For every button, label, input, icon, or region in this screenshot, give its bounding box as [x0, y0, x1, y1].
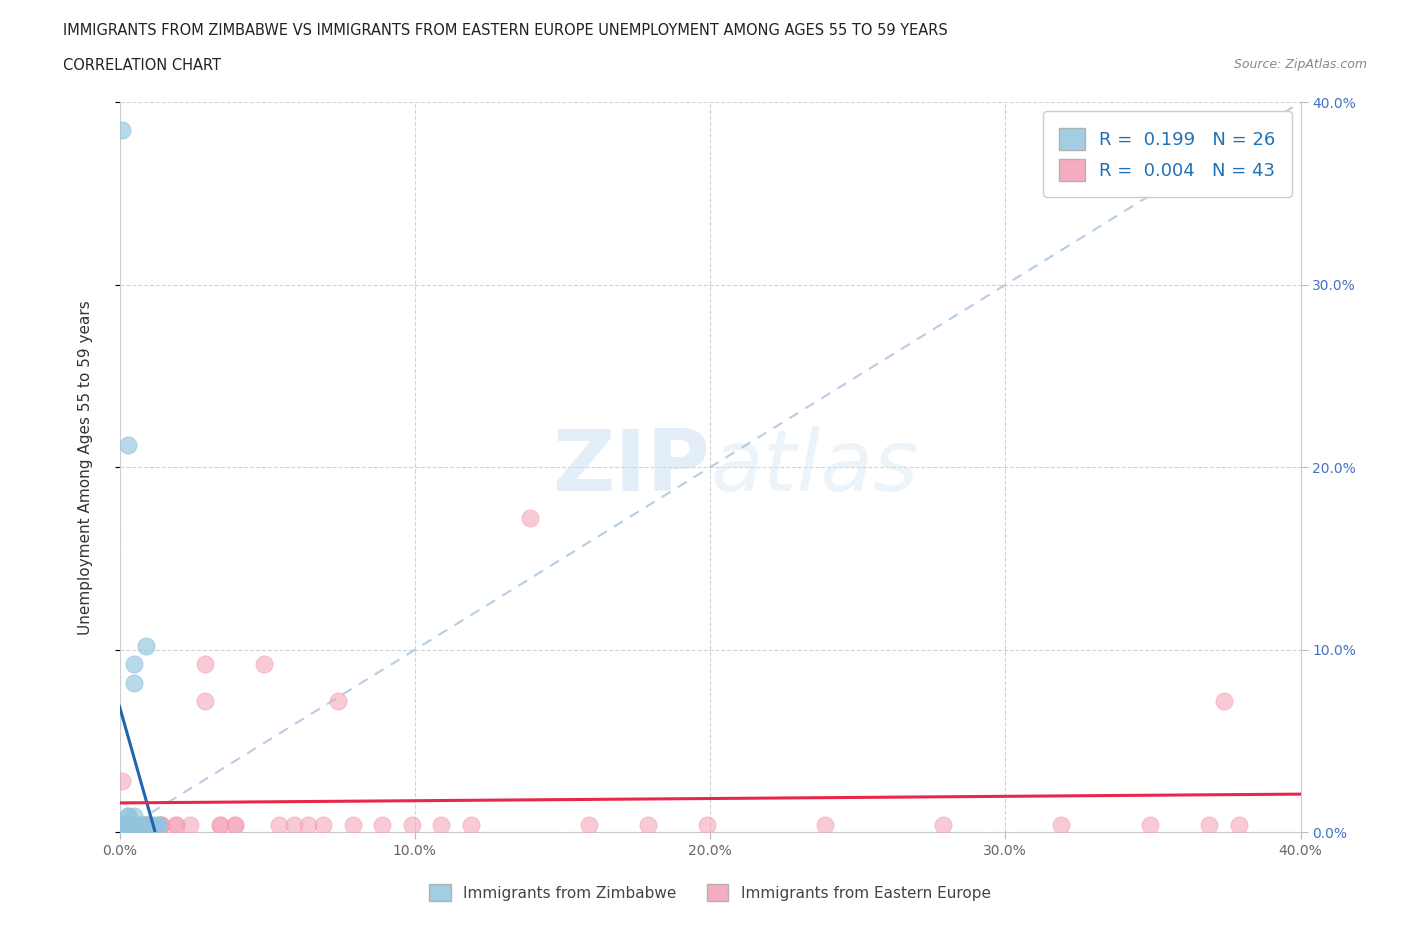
Point [814, 817, 837, 832]
Point [135, 817, 157, 832]
Point [135, 817, 157, 832]
Text: IMMIGRANTS FROM ZIMBABWE VS IMMIGRANTS FROM EASTERN EUROPE UNEMPLOYMENT AMONG AG: IMMIGRANTS FROM ZIMBABWE VS IMMIGRANTS F… [63, 23, 948, 38]
Point [149, 817, 172, 832]
Point [146, 817, 169, 832]
Point [1212, 694, 1234, 709]
Point [141, 817, 163, 832]
Point [135, 817, 157, 832]
Point [111, 774, 134, 789]
Point [129, 817, 152, 832]
Point [401, 817, 423, 832]
Legend: Immigrants from Zimbabwe, Immigrants from Eastern Europe: Immigrants from Zimbabwe, Immigrants fro… [422, 877, 998, 909]
Point [1139, 817, 1161, 832]
Point [224, 817, 246, 832]
Point [430, 817, 453, 832]
Point [1050, 817, 1073, 832]
Point [578, 817, 600, 832]
Point [932, 817, 955, 832]
Point [117, 438, 139, 453]
Point [111, 817, 134, 832]
Text: Source: ZipAtlas.com: Source: ZipAtlas.com [1233, 58, 1367, 71]
Point [460, 817, 482, 832]
Point [117, 817, 139, 832]
Point [371, 817, 394, 832]
Point [135, 817, 157, 832]
Point [149, 817, 172, 832]
Point [253, 657, 276, 671]
Point [146, 817, 169, 832]
Point [267, 817, 290, 832]
Text: atlas: atlas [710, 426, 918, 509]
Point [1198, 817, 1220, 832]
Point [117, 817, 139, 832]
Point [224, 817, 246, 832]
Point [111, 817, 134, 832]
Point [117, 817, 139, 832]
Point [124, 817, 146, 832]
Point [297, 817, 319, 832]
Point [312, 817, 335, 832]
Point [120, 817, 142, 832]
Point [696, 817, 718, 832]
Point [194, 657, 217, 671]
Point [519, 511, 541, 525]
Point [1227, 817, 1250, 832]
Point [179, 817, 201, 832]
Point [117, 808, 139, 823]
Point [165, 817, 187, 832]
Point [111, 817, 134, 832]
Point [129, 817, 152, 832]
Point [342, 817, 364, 832]
Point [117, 808, 139, 823]
Point [637, 817, 659, 832]
Point [124, 675, 146, 690]
Point [149, 817, 172, 832]
Point [111, 817, 134, 832]
Point [124, 808, 146, 823]
Point [111, 817, 134, 832]
Point [120, 817, 142, 832]
Point [208, 817, 231, 832]
Point [111, 817, 134, 832]
Text: CORRELATION CHART: CORRELATION CHART [63, 58, 221, 73]
Point [165, 817, 187, 832]
Y-axis label: Unemployment Among Ages 55 to 59 years: Unemployment Among Ages 55 to 59 years [79, 300, 93, 634]
Text: ZIP: ZIP [553, 426, 710, 509]
Point [135, 817, 157, 832]
Point [111, 122, 134, 137]
Point [326, 694, 349, 709]
Point [120, 817, 142, 832]
Point [208, 817, 231, 832]
Point [129, 817, 152, 832]
Point [194, 694, 217, 709]
Point [141, 817, 163, 832]
Point [124, 817, 146, 832]
Point [135, 639, 157, 654]
Point [124, 657, 146, 671]
Point [283, 817, 305, 832]
